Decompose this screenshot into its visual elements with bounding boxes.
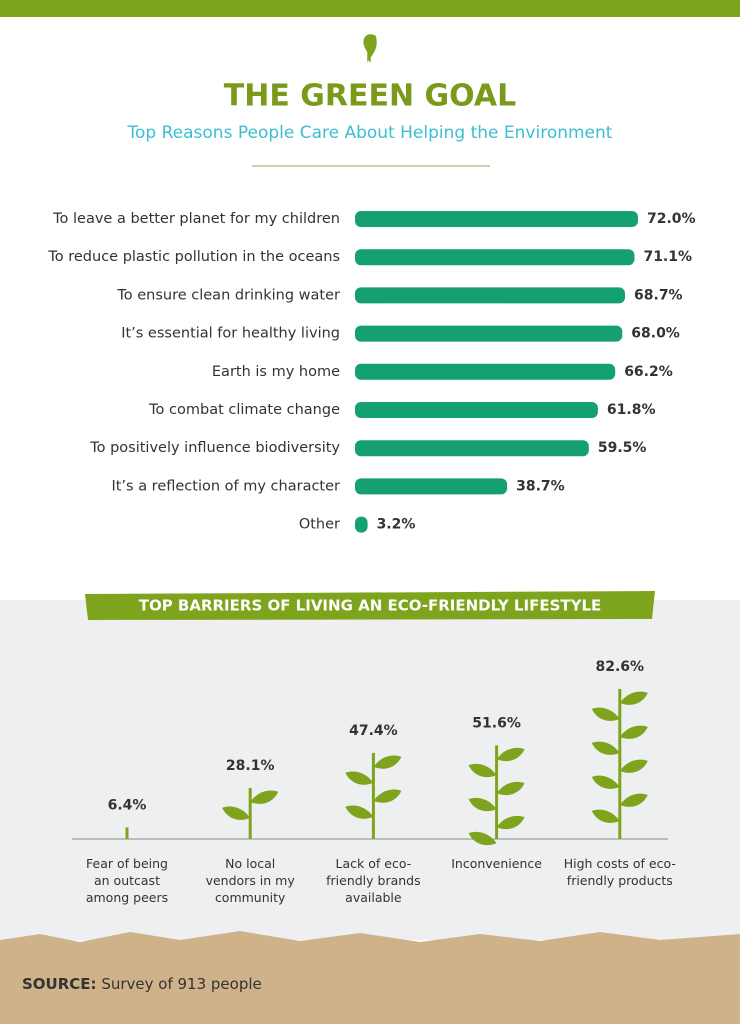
leaf xyxy=(373,755,402,769)
source-text: Survey of 913 people xyxy=(101,975,262,993)
value-label: 28.1% xyxy=(226,758,275,774)
bar xyxy=(355,249,635,266)
category-label: It’s a reflection of my character xyxy=(111,478,340,494)
leaf xyxy=(496,815,525,830)
bar xyxy=(355,478,508,495)
category-label: Earth is my home xyxy=(212,364,340,380)
chart2-title: TOP BARRIERS OF LIVING AN ECO-FRIENDLY L… xyxy=(139,597,602,615)
value-label: 72.0% xyxy=(647,211,696,227)
bar xyxy=(355,516,368,533)
value-label: 71.1% xyxy=(643,249,692,265)
leaf xyxy=(250,790,279,804)
category-label: To ensure clean drinking water xyxy=(116,287,340,303)
category-label: Other xyxy=(299,517,340,533)
value-label: 68.7% xyxy=(634,287,683,303)
plant xyxy=(468,745,525,846)
leaf xyxy=(468,763,497,778)
leaf xyxy=(496,747,525,762)
leaf xyxy=(591,741,620,755)
category-label: Lack of eco-friendly brands available xyxy=(326,856,421,905)
value-label: 66.2% xyxy=(624,364,673,380)
leaf xyxy=(345,771,374,785)
plant xyxy=(345,752,402,839)
leaf xyxy=(496,781,525,796)
value-label: 82.6% xyxy=(596,659,645,675)
bar xyxy=(355,440,589,457)
value-label: 47.4% xyxy=(349,723,398,739)
leaf xyxy=(373,789,402,803)
bar xyxy=(355,211,638,227)
value-label: 6.4% xyxy=(108,797,147,813)
value-label: 68.0% xyxy=(631,326,680,342)
leaf xyxy=(619,691,648,705)
bar xyxy=(355,287,626,304)
subtitle: Top Reasons People Care About Helping th… xyxy=(127,123,613,143)
bar xyxy=(355,325,623,342)
leaf xyxy=(468,831,497,846)
leaf-icon xyxy=(363,34,377,63)
leaf xyxy=(591,775,620,789)
category-label: To positively influence biodiversity xyxy=(89,440,340,456)
stem xyxy=(618,689,622,839)
plant xyxy=(125,827,129,839)
top-strip xyxy=(0,0,740,17)
leaf xyxy=(619,759,648,773)
category-label: To leave a better planet for my children xyxy=(52,211,340,227)
stem xyxy=(125,827,129,839)
plant xyxy=(591,689,648,839)
category-label: It’s essential for healthy living xyxy=(121,326,340,342)
stem xyxy=(248,787,252,839)
banner xyxy=(85,591,655,620)
paper-bg xyxy=(0,600,740,940)
category-label: To combat climate change xyxy=(148,402,340,418)
value-label: 59.5% xyxy=(598,440,647,456)
category-label: No local vendors in my community xyxy=(205,856,295,905)
category-label: To reduce plastic pollution in the ocean… xyxy=(47,249,340,265)
plant xyxy=(222,787,279,839)
cardboard-bg xyxy=(0,931,740,1024)
value-label: 51.6% xyxy=(472,715,521,731)
value-label: 3.2% xyxy=(377,517,416,533)
title: THE GREEN GOAL xyxy=(224,79,516,114)
category-label: Fear of being an outcast among peers xyxy=(85,856,169,905)
value-label: 61.8% xyxy=(607,402,656,418)
leaf xyxy=(591,707,620,721)
value-label: 38.7% xyxy=(516,478,565,494)
leaf xyxy=(222,806,251,820)
leaf xyxy=(619,725,648,739)
leaf xyxy=(345,805,374,819)
category-label: Inconvenience xyxy=(451,856,542,871)
leaf xyxy=(468,797,497,812)
stem xyxy=(371,752,375,839)
source-label: SOURCE: xyxy=(22,975,97,993)
source: SOURCE: Survey of 913 people xyxy=(22,975,262,993)
category-label: High costs of eco-friendly products xyxy=(563,856,676,888)
leaf xyxy=(619,793,648,807)
stem xyxy=(495,745,499,839)
leaf xyxy=(591,809,620,823)
bar xyxy=(355,363,616,380)
bar xyxy=(355,402,598,418)
